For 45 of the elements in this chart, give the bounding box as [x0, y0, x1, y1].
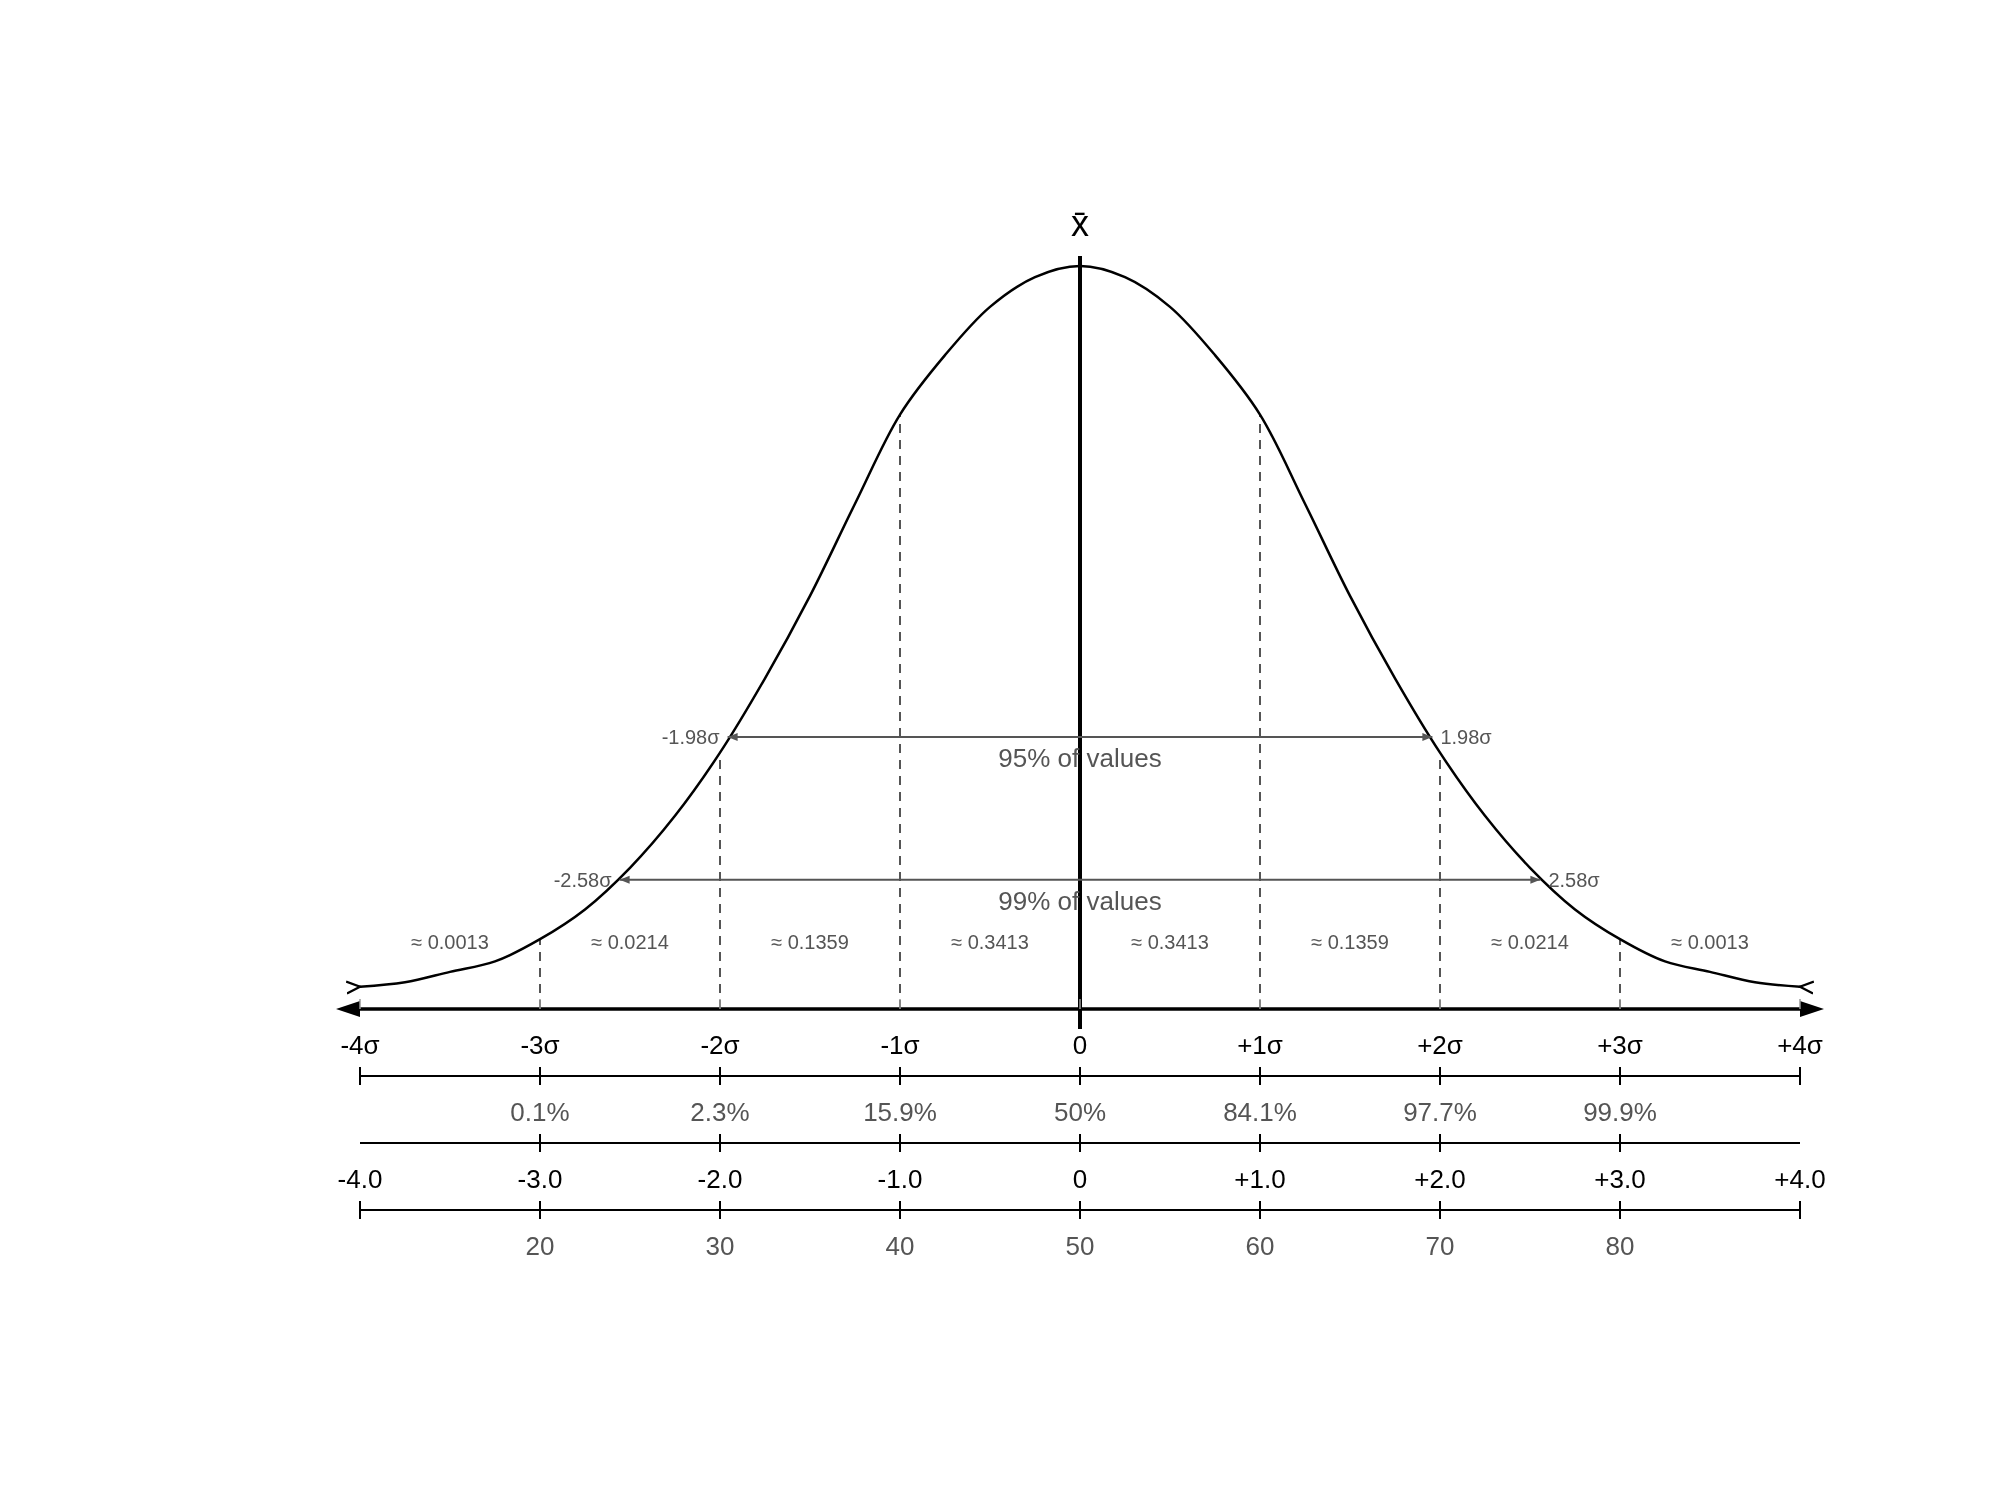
x2-tick-label: 60	[1245, 1231, 1275, 1261]
annotation: ≈ 0.1359	[771, 931, 849, 953]
text: +2.0	[1414, 1164, 1466, 1194]
text: 2.3%	[690, 1097, 750, 1127]
x2-tick-label: 50	[1065, 1231, 1095, 1261]
text: 84.1%	[1223, 1097, 1297, 1127]
x-tick-label: -2σ	[700, 1030, 740, 1060]
x2-tick-label: 40	[885, 1231, 915, 1261]
x2-tick-label: 20	[525, 1231, 555, 1261]
text: 99.9%	[1583, 1097, 1657, 1127]
annotation: ≈ 0.0013	[1671, 931, 1749, 953]
text: 50%	[1053, 1097, 1107, 1127]
text: 0.1%	[510, 1097, 570, 1127]
text: -2.0	[697, 1164, 743, 1194]
x-tick-label: +1σ	[1237, 1030, 1283, 1060]
text: +3.0	[1594, 1164, 1646, 1194]
annotation: ≈ 0.1359	[1311, 931, 1389, 953]
x2-tick-label: 80	[1605, 1231, 1635, 1261]
annotation: ≈ 0.0013	[411, 931, 489, 953]
annotation: 2.58σ	[1548, 868, 1601, 891]
x2-tick-label: 30	[705, 1231, 735, 1261]
x-tick-label: 0	[1072, 1030, 1088, 1060]
text: -1.0	[877, 1164, 923, 1194]
text: 0	[1072, 1164, 1088, 1194]
annotation: ≈ 0.3413	[951, 931, 1029, 953]
text: -4.0	[337, 1164, 383, 1194]
x-tick-label: -4σ	[340, 1030, 380, 1060]
annotation: -2.58σ	[553, 868, 613, 891]
annotation: ≈ 0.0214	[591, 931, 669, 953]
annotation: -1.98σ	[661, 726, 721, 749]
ref-line-label: x̄	[1071, 203, 1089, 244]
x-tick-label: +4σ	[1777, 1030, 1823, 1060]
text: +1.0	[1234, 1164, 1286, 1194]
annotation: ≈ 0.0214	[1491, 931, 1569, 953]
text: 15.9%	[863, 1097, 937, 1127]
text: 97.7%	[1403, 1097, 1477, 1127]
x2-tick-label: 70	[1425, 1231, 1455, 1261]
x-tick-label: -1σ	[880, 1030, 920, 1060]
x-tick-label: +2σ	[1417, 1030, 1463, 1060]
x-tick-label: +3σ	[1597, 1030, 1643, 1060]
x-tick-label: -3σ	[520, 1030, 560, 1060]
text: +4.0	[1774, 1164, 1826, 1194]
annotation: 1.98σ	[1440, 726, 1493, 749]
text: -3.0	[517, 1164, 563, 1194]
annotation: ≈ 0.3413	[1131, 931, 1209, 953]
